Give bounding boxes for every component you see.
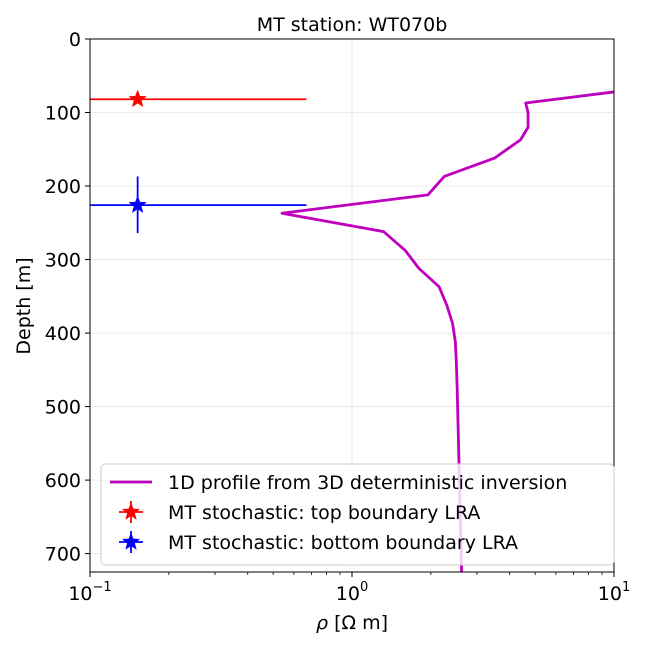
- legend-entry-label: MT stochastic: bottom boundary LRA: [168, 532, 518, 554]
- error-point-1: [90, 89, 307, 108]
- x-tick-exponent: 1: [622, 580, 630, 595]
- x-tick-base: 10: [598, 583, 622, 605]
- legend-entry-label: MT stochastic: top boundary LRA: [168, 502, 480, 524]
- x-tick-base: 10: [68, 583, 92, 605]
- y-tick-label: 700: [45, 544, 81, 566]
- x-axis-unit: [Ω m]: [334, 612, 388, 634]
- y-tick-label: 600: [45, 470, 81, 492]
- x-axis-label: ρ [Ω m]: [316, 612, 388, 634]
- chart-title: MT station: WT070b: [257, 14, 448, 36]
- legend-star-handle: [121, 532, 141, 550]
- legend: 1D profile from 3D deterministic inversi…: [100, 463, 615, 566]
- y-tick-label: 100: [45, 103, 81, 125]
- y-tick-label: 400: [45, 323, 81, 345]
- legend-entry-label: 1D profile from 3D deterministic inversi…: [168, 472, 567, 494]
- x-tick-base: 10: [336, 583, 360, 605]
- y-axis-label: Depth [m]: [13, 257, 35, 354]
- y-tick-label: 300: [45, 250, 81, 272]
- x-tick-exponent: 0: [360, 580, 368, 595]
- x-tick-exponent: −1: [93, 580, 112, 595]
- x-axis-symbol: ρ: [316, 612, 328, 634]
- star-marker: [128, 195, 147, 214]
- x-tick-label: 10−1: [68, 580, 111, 605]
- series-layer: [90, 89, 614, 572]
- star-marker: [128, 89, 147, 108]
- legend-star-handle: [121, 502, 141, 520]
- x-tick-label: 101: [598, 580, 630, 605]
- y-tick-label: 500: [45, 397, 81, 419]
- error-point-2: [90, 176, 307, 234]
- y-tick-label: 0: [69, 29, 81, 51]
- profile-line: [280, 90, 614, 572]
- legend-box: [100, 463, 615, 566]
- x-tick-label: 100: [336, 580, 368, 605]
- y-tick-label: 200: [45, 176, 81, 198]
